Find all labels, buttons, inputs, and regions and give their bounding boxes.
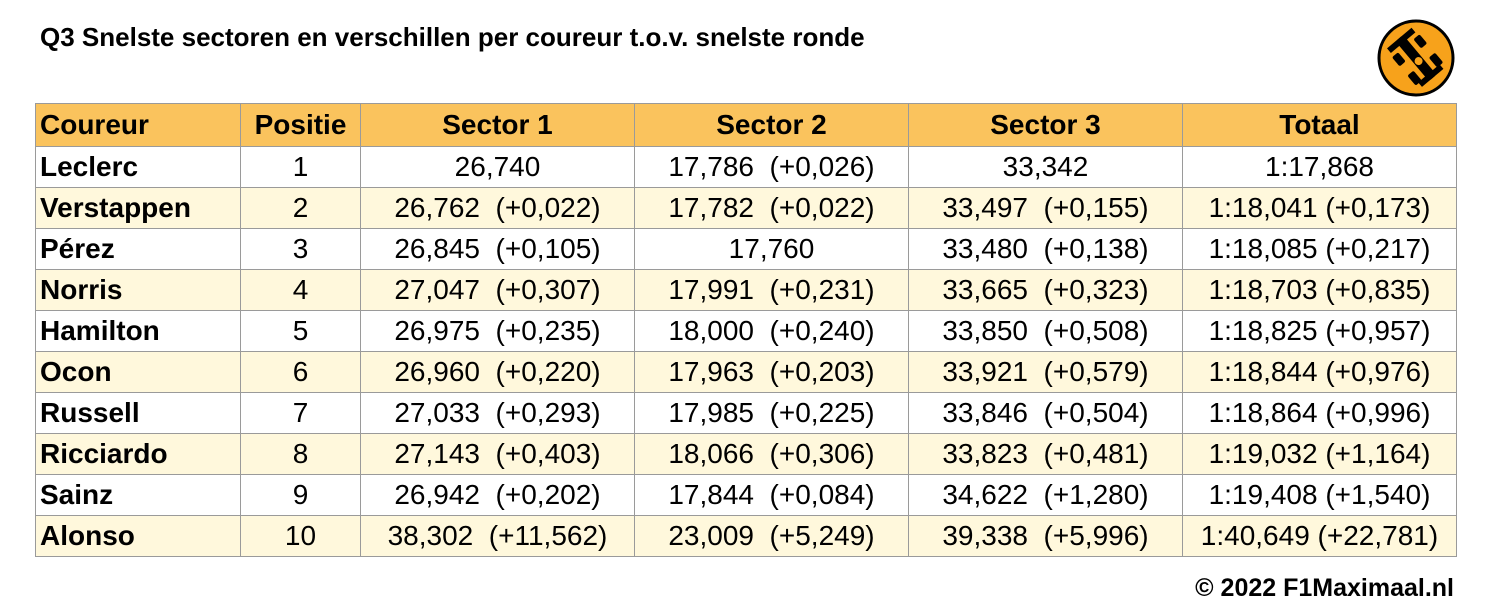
- table-cell: 4: [240, 269, 361, 311]
- table-cell: 17,985 (+0,225): [634, 392, 909, 434]
- table-cell: 1:17,868: [1182, 146, 1457, 188]
- table-cell: 38,302 (+11,562): [360, 515, 635, 557]
- table-cell: 17,786 (+0,026): [634, 146, 909, 188]
- column-header: Sector 2: [634, 103, 909, 147]
- table-row: Pérez 3 26,845 (+0,105) 17,760 33,480 (+0,13…: [35, 228, 1457, 270]
- column-header: Sector 1: [360, 103, 635, 147]
- column-header: Totaal: [1182, 103, 1457, 147]
- table-cell: 33,497 (+0,155): [908, 187, 1183, 229]
- table-cell: 26,975 (+0,235): [360, 310, 635, 352]
- table-row: Sainz 9 26,942 (+0,202) 17,844 (+0,084) 34,6…: [35, 474, 1457, 516]
- table-cell: 1:19,032 (+1,164): [1182, 433, 1457, 475]
- table-cell: 1:18,085 (+0,217): [1182, 228, 1457, 270]
- table-cell: 8: [240, 433, 361, 475]
- table-cell: 26,960 (+0,220): [360, 351, 635, 393]
- table-cell: 33,823 (+0,481): [908, 433, 1183, 475]
- column-header: Coureur: [35, 103, 241, 147]
- table-cell: 33,850 (+0,508): [908, 310, 1183, 352]
- table-cell: 18,000 (+0,240): [634, 310, 909, 352]
- table-cell: 33,846 (+0,504): [908, 392, 1183, 434]
- footer-credit: © 2022 F1Maximaal.nl: [1195, 574, 1454, 602]
- driver-name: Pérez: [35, 228, 241, 270]
- table-row: Alonso 10 38,302 (+11,562) 23,009 (+5,249) 3…: [35, 515, 1457, 557]
- table-cell: 26,942 (+0,202): [360, 474, 635, 516]
- title: Q3 Snelste sectoren en verschillen per c…: [40, 22, 865, 52]
- driver-name: Russell: [35, 392, 241, 434]
- table-cell: 18,066 (+0,306): [634, 433, 909, 475]
- table-row: Ricciardo 8 27,143 (+0,403) 18,066 (+0,306)…: [35, 433, 1457, 475]
- table-cell: 17,991 (+0,231): [634, 269, 909, 311]
- table-cell: 27,033 (+0,293): [360, 392, 635, 434]
- table-cell: 1:18,844 (+0,976): [1182, 351, 1457, 393]
- header-row: Coureur Positie Sector 1 Sector 2 Sector 3 To…: [35, 103, 1457, 147]
- table-row: Russell 7 27,033 (+0,293) 17,985 (+0,225) 33…: [35, 392, 1457, 434]
- driver-name: Ocon: [35, 351, 241, 393]
- table-cell: 17,760: [634, 228, 909, 270]
- table-cell: 26,845 (+0,105): [360, 228, 635, 270]
- table-cell: 27,047 (+0,307): [360, 269, 635, 311]
- table-cell: 1:18,864 (+0,996): [1182, 392, 1457, 434]
- table-cell: 27,143 (+0,403): [360, 433, 635, 475]
- table-cell: 34,622 (+1,280): [908, 474, 1183, 516]
- table-cell: 23,009 (+5,249): [634, 515, 909, 557]
- table-cell: 2: [240, 187, 361, 229]
- table-cell: 7: [240, 392, 361, 434]
- table-cell: 1:40,649 (+22,781): [1182, 515, 1457, 557]
- table-cell: 17,782 (+0,022): [634, 187, 909, 229]
- table-cell: 9: [240, 474, 361, 516]
- table-cell: 1:18,825 (+0,957): [1182, 310, 1457, 352]
- table-row: Verstappen 2 26,762 (+0,022) 17,782 (+0,022…: [35, 187, 1457, 229]
- driver-name: Norris: [35, 269, 241, 311]
- table-cell: 10: [240, 515, 361, 557]
- driver-name: Ricciardo: [35, 433, 241, 475]
- table-row: Leclerc 1 26,740 17,786 (+0,026) 33,342 1:17,…: [35, 146, 1457, 188]
- driver-name: Hamilton: [35, 310, 241, 352]
- table-cell: 5: [240, 310, 361, 352]
- table-cell: 26,762 (+0,022): [360, 187, 635, 229]
- driver-name: Alonso: [35, 515, 241, 557]
- driver-name: Leclerc: [35, 146, 241, 188]
- table-cell: 26,740: [360, 146, 635, 188]
- driver-name: Sainz: [35, 474, 241, 516]
- table-cell: 33,342: [908, 146, 1183, 188]
- table-cell: 1:18,703 (+0,835): [1182, 269, 1457, 311]
- table-cell: 1:18,041 (+0,173): [1182, 187, 1457, 229]
- results-table: Coureur Positie Sector 1 Sector 2 Sector 3 To…: [35, 103, 1457, 557]
- table-cell: 39,338 (+5,996): [908, 515, 1183, 557]
- table-cell: 17,963 (+0,203): [634, 351, 909, 393]
- column-header: Sector 3: [908, 103, 1183, 147]
- table-cell: 1: [240, 146, 361, 188]
- table-cell: 6: [240, 351, 361, 393]
- table-cell: 33,665 (+0,323): [908, 269, 1183, 311]
- logo: [1377, 19, 1455, 97]
- driver-name: Verstappen: [35, 187, 241, 229]
- table-row: Norris 4 27,047 (+0,307) 17,991 (+0,231) 33,…: [35, 269, 1457, 311]
- table-row: Ocon 6 26,960 (+0,220) 17,963 (+0,203) 33,92…: [35, 351, 1457, 393]
- table-cell: 3: [240, 228, 361, 270]
- table-cell: 33,480 (+0,138): [908, 228, 1183, 270]
- column-header: Positie: [240, 103, 361, 147]
- table-cell: 17,844 (+0,084): [634, 474, 909, 516]
- table-cell: 33,921 (+0,579): [908, 351, 1183, 393]
- table-row: Hamilton 5 26,975 (+0,235) 18,000 (+0,240) 3…: [35, 310, 1457, 352]
- table-cell: 1:19,408 (+1,540): [1182, 474, 1457, 516]
